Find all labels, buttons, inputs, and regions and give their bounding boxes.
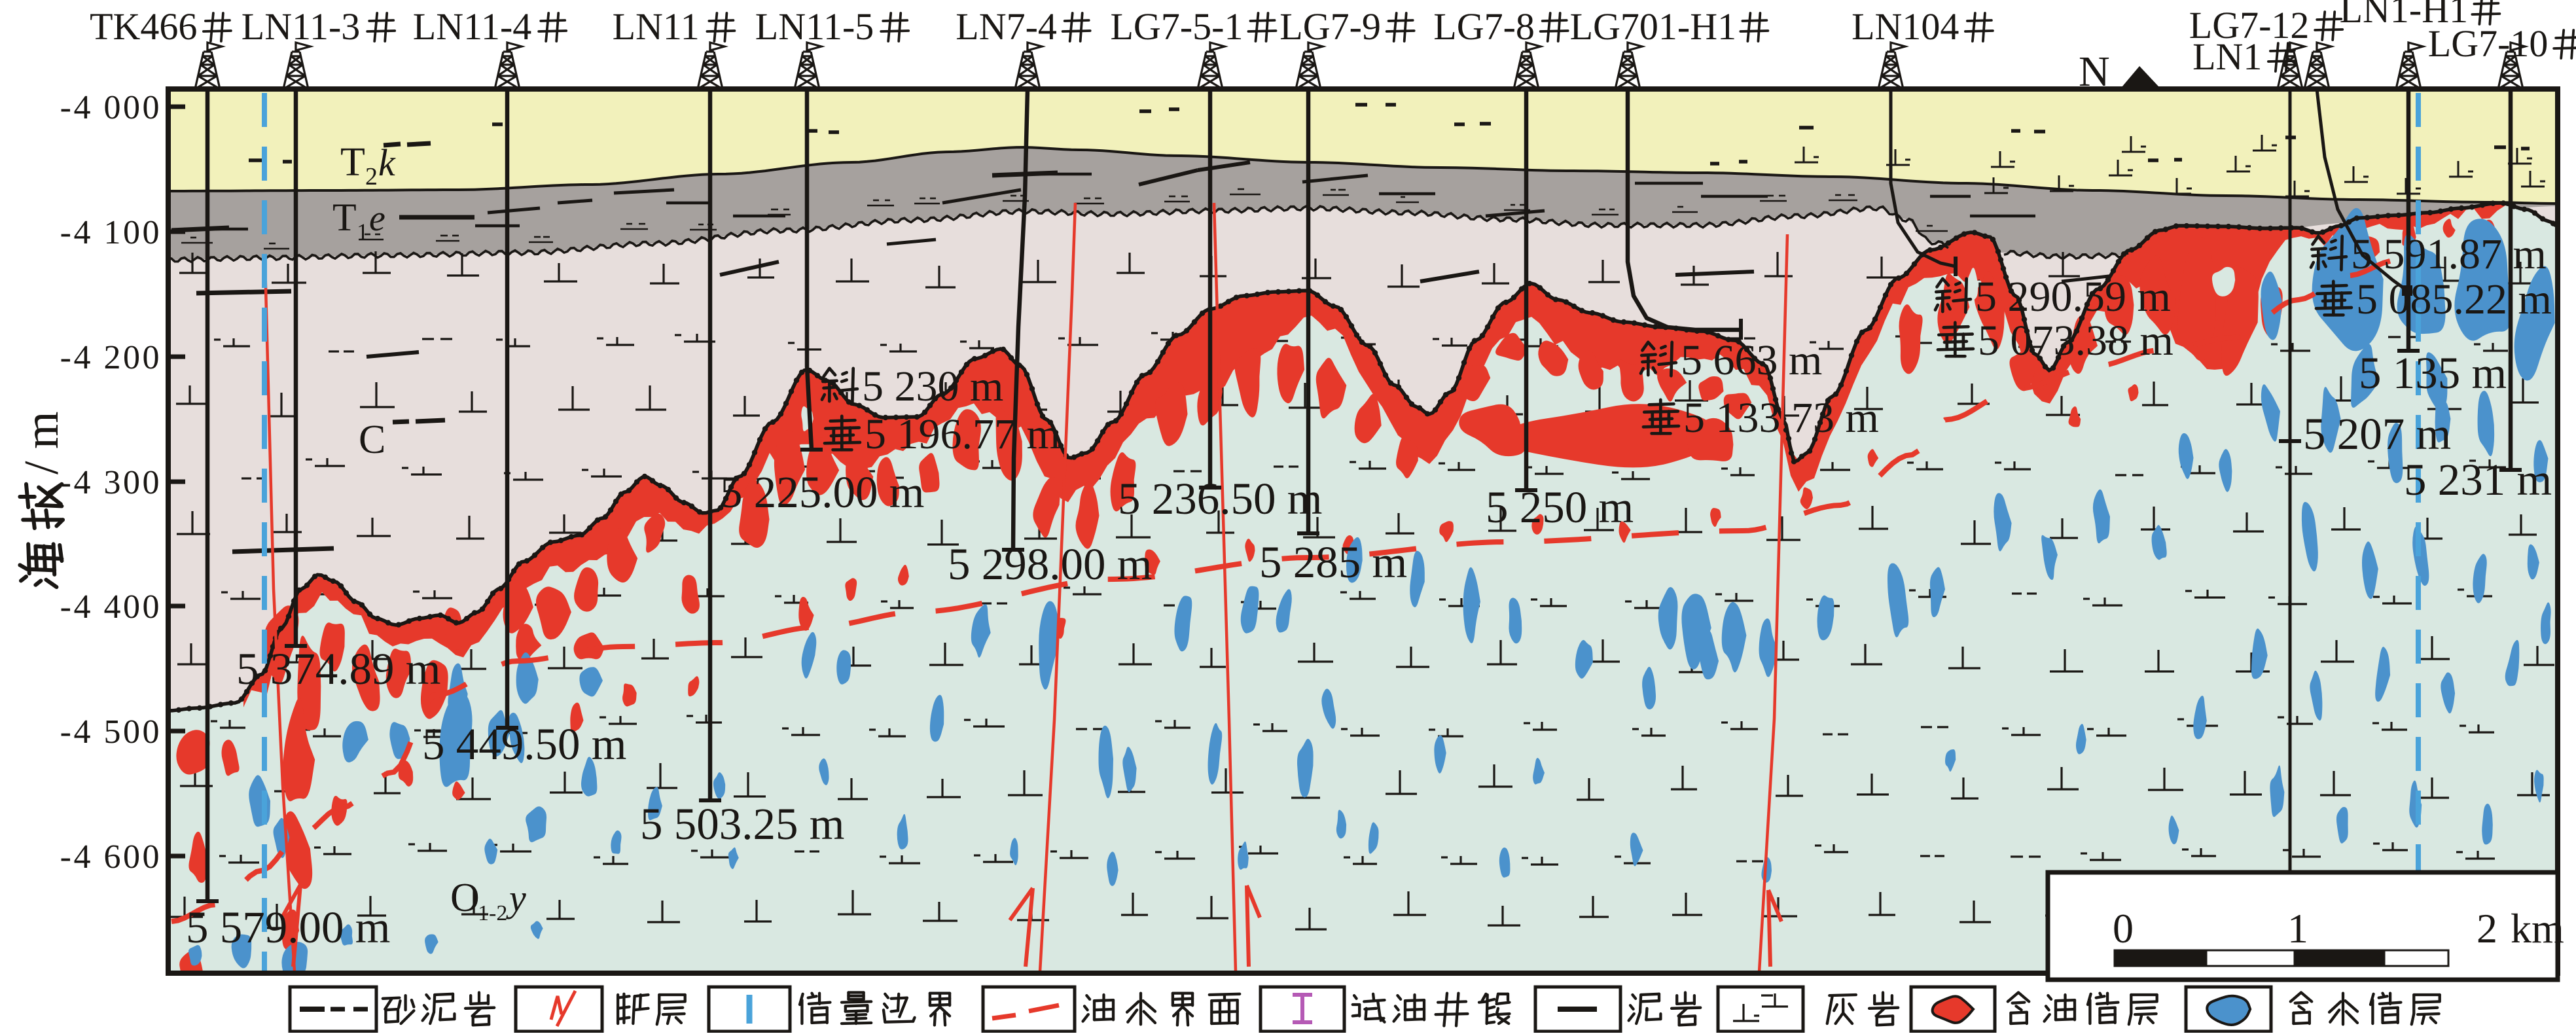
svg-text:-4 400: -4 400 — [60, 588, 162, 626]
svg-text:1: 1 — [2287, 905, 2308, 952]
svg-text:1: 1 — [357, 219, 368, 245]
svg-text:5 579.00 m: 5 579.00 m — [186, 902, 390, 952]
svg-text:-4 600: -4 600 — [60, 838, 162, 876]
svg-text:/ m: / m — [15, 411, 69, 474]
svg-text:LG7-8: LG7-8 — [1433, 5, 1535, 48]
svg-text:LN104: LN104 — [1851, 5, 1959, 48]
svg-text:5 285 m: 5 285 m — [1259, 537, 1407, 587]
svg-text:5 225.00 m: 5 225.00 m — [720, 467, 924, 517]
svg-text:5 591.87 m: 5 591.87 m — [2351, 230, 2547, 278]
svg-text:5 290.59 m: 5 290.59 m — [1975, 273, 2171, 321]
svg-text:LN11-5: LN11-5 — [755, 5, 874, 48]
svg-text:-4 200: -4 200 — [60, 339, 162, 376]
svg-text:C: C — [359, 418, 385, 462]
svg-text:5 085.22 m: 5 085.22 m — [2356, 276, 2552, 323]
svg-text:LG7-12: LG7-12 — [2189, 4, 2310, 46]
svg-text:km: km — [2511, 905, 2564, 952]
svg-text:5 231 m: 5 231 m — [2404, 455, 2552, 505]
svg-text:2: 2 — [2477, 905, 2497, 952]
svg-text:LN1-H1: LN1-H1 — [2340, 0, 2469, 31]
svg-text:O: O — [450, 876, 480, 920]
svg-text:LG701-H1: LG701-H1 — [1570, 5, 1737, 48]
svg-text:LG7-5-1: LG7-5-1 — [1111, 5, 1243, 48]
svg-text:LG7-10: LG7-10 — [2428, 22, 2549, 65]
svg-text:TK466: TK466 — [90, 5, 197, 48]
svg-text:0: 0 — [2113, 905, 2134, 952]
svg-text:-4 500: -4 500 — [60, 713, 162, 751]
svg-text:LN7-4: LN7-4 — [956, 5, 1057, 48]
svg-text:y: y — [506, 877, 526, 920]
svg-text:2: 2 — [365, 163, 378, 190]
svg-text:5 207 m: 5 207 m — [2303, 409, 2451, 459]
svg-text:1-2: 1-2 — [478, 901, 507, 925]
svg-text:LN11-3: LN11-3 — [241, 5, 360, 48]
svg-text:5 663 m: 5 663 m — [1681, 336, 1822, 384]
svg-text:5 135 m: 5 135 m — [2359, 348, 2507, 398]
svg-text:5 236.50 m: 5 236.50 m — [1118, 474, 1322, 524]
svg-text:k: k — [378, 141, 396, 184]
svg-text:T: T — [332, 196, 357, 239]
svg-text:-4 300: -4 300 — [60, 464, 162, 501]
svg-text:5 073.38 m: 5 073.38 m — [1978, 317, 2174, 365]
svg-text:T: T — [340, 140, 365, 185]
svg-text:5 298.00 m: 5 298.00 m — [948, 539, 1152, 589]
svg-text:-4 100: -4 100 — [60, 214, 162, 251]
svg-text:5 133.73 m: 5 133.73 m — [1683, 394, 1879, 442]
svg-text:LN11-4: LN11-4 — [413, 5, 531, 48]
svg-text:5 196.77 m: 5 196.77 m — [865, 410, 1060, 458]
svg-text:LG7-9: LG7-9 — [1279, 5, 1381, 48]
svg-text:5 503.25 m: 5 503.25 m — [640, 799, 844, 849]
svg-text:LN1: LN1 — [2192, 35, 2262, 78]
svg-text:LN11: LN11 — [613, 5, 700, 48]
svg-text:5 449.50 m: 5 449.50 m — [422, 719, 626, 769]
svg-text:5 250 m: 5 250 m — [1486, 482, 1634, 532]
svg-text:5 230 m: 5 230 m — [862, 363, 1003, 410]
svg-text:e: e — [369, 198, 385, 239]
svg-text:5 374.89 m: 5 374.89 m — [236, 644, 440, 694]
svg-text:-4 000: -4 000 — [60, 89, 162, 126]
